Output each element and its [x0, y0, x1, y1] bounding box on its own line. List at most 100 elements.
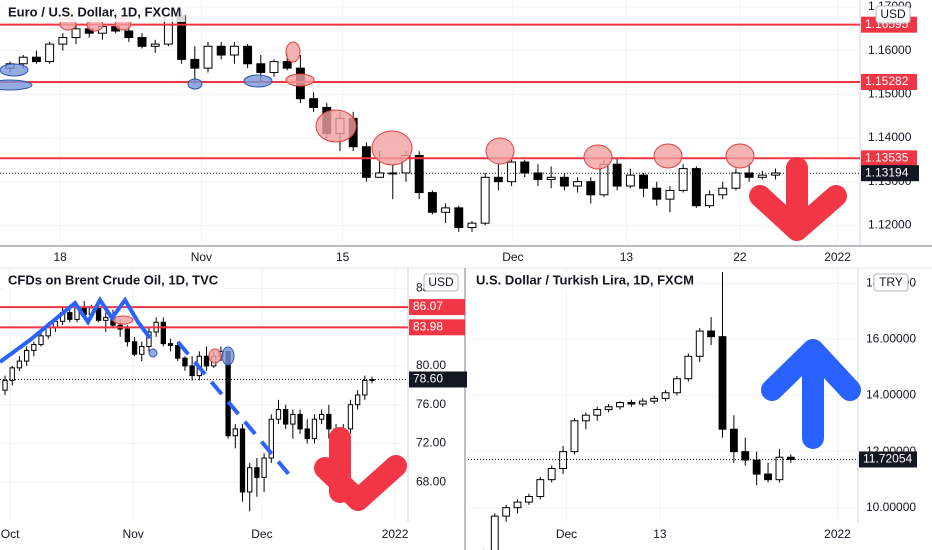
candle-body: [536, 479, 545, 497]
ellipse: [221, 346, 235, 366]
candle-body: [160, 321, 167, 345]
candle-body: [304, 428, 310, 440]
candle-body: [650, 397, 659, 402]
candle-body: [533, 172, 543, 180]
candle-body: [283, 409, 289, 425]
candle-body: [454, 207, 464, 229]
currency-box: [875, 5, 911, 24]
x-tick-label: Oct: [1, 527, 20, 541]
candle-body: [216, 45, 226, 56]
candle-body: [275, 409, 282, 420]
candle-body: [775, 456, 784, 481]
candle-body: [347, 404, 354, 430]
candle-body: [707, 330, 716, 338]
candle-body: [513, 501, 522, 509]
y-tick-label: 68.00: [416, 474, 446, 488]
candle-body: [573, 181, 583, 187]
chart-title: U.S. Dollar / Turkish Lira, 1D, FXCM: [476, 272, 694, 287]
candle-body: [480, 176, 490, 224]
candle-body: [467, 222, 477, 229]
candle-body: [309, 98, 319, 108]
candle-body: [58, 37, 68, 45]
candle-body: [414, 154, 424, 194]
candle-body: [684, 355, 693, 380]
candle-body: [741, 451, 750, 461]
candle-body: [752, 459, 761, 475]
candle-body: [9, 367, 15, 381]
title-background: [4, 4, 186, 22]
candle-body: [38, 335, 44, 346]
currency-box: [423, 273, 459, 292]
candle-body: [507, 161, 517, 183]
candle-body: [502, 507, 511, 517]
circle: [208, 348, 222, 364]
candle-body: [326, 413, 332, 430]
circle: [725, 143, 755, 169]
candle-body: [520, 161, 530, 174]
circle: [583, 144, 613, 170]
candle-body: [441, 207, 451, 213]
ellipse: [148, 348, 158, 358]
candle-body: [254, 467, 260, 478]
candle-body: [150, 43, 160, 47]
circle: [315, 109, 357, 143]
candle-body: [757, 174, 767, 178]
candle-body: [318, 413, 325, 420]
candle-body: [627, 402, 636, 405]
candle-body: [375, 172, 385, 178]
x-tick-label: 18: [54, 250, 68, 264]
candle-body: [297, 413, 303, 430]
level-label: 83.98: [413, 320, 443, 334]
panel: 10.0000012.0000014.0000016.0000018.00000…: [468, 268, 917, 550]
candle-body: [354, 394, 361, 406]
candle-body: [45, 43, 55, 63]
candle-body: [604, 406, 613, 411]
candle-body: [625, 174, 635, 187]
ellipse: [187, 78, 203, 90]
candle-body: [665, 189, 675, 200]
ellipse: [243, 74, 273, 88]
candle-body: [229, 45, 239, 56]
candle-body: [638, 400, 647, 405]
candle-body: [31, 344, 37, 351]
candle-body: [146, 331, 152, 348]
currency-label: USD: [428, 275, 454, 289]
candle-body: [256, 63, 266, 73]
y-tick-label: 14.00000: [866, 388, 916, 402]
x-tick-label: 2022: [382, 527, 409, 541]
candle-body: [559, 451, 567, 469]
currency-label: TRY: [879, 275, 903, 289]
y-tick-label: 72.00: [416, 436, 446, 450]
candle-body: [705, 194, 714, 207]
candle-body: [570, 420, 579, 453]
down-arrow: [749, 157, 847, 241]
candle-body: [691, 168, 701, 207]
x-tick-label: 2022: [824, 527, 851, 541]
last-price-box: [861, 165, 919, 182]
y-tick-label: 16.00000: [866, 332, 916, 346]
level-label: 86.07: [413, 299, 443, 313]
candle-body: [718, 336, 727, 430]
candle-body: [786, 456, 795, 460]
annotations: [0, 17, 861, 511]
candle-body: [269, 61, 279, 73]
circle: [371, 130, 413, 166]
candle-body: [673, 378, 681, 394]
candle-body: [190, 58, 200, 69]
circle: [653, 143, 683, 169]
candle-body: [744, 172, 754, 178]
last-price-box: [409, 371, 467, 388]
candle-body: [71, 28, 81, 39]
last-price-label: 11.72054: [863, 452, 912, 466]
last-price-label: 1.13194: [865, 165, 909, 179]
candle-body: [137, 37, 147, 47]
candle-body: [16, 360, 23, 369]
level-label-box: [861, 150, 917, 167]
title-background: [472, 272, 698, 290]
x-tick-label: Dec: [502, 250, 523, 264]
candle-body: [131, 341, 138, 355]
x-tick-label: Dec: [556, 527, 577, 541]
candle-body: [282, 61, 292, 69]
candle-body: [362, 379, 368, 396]
